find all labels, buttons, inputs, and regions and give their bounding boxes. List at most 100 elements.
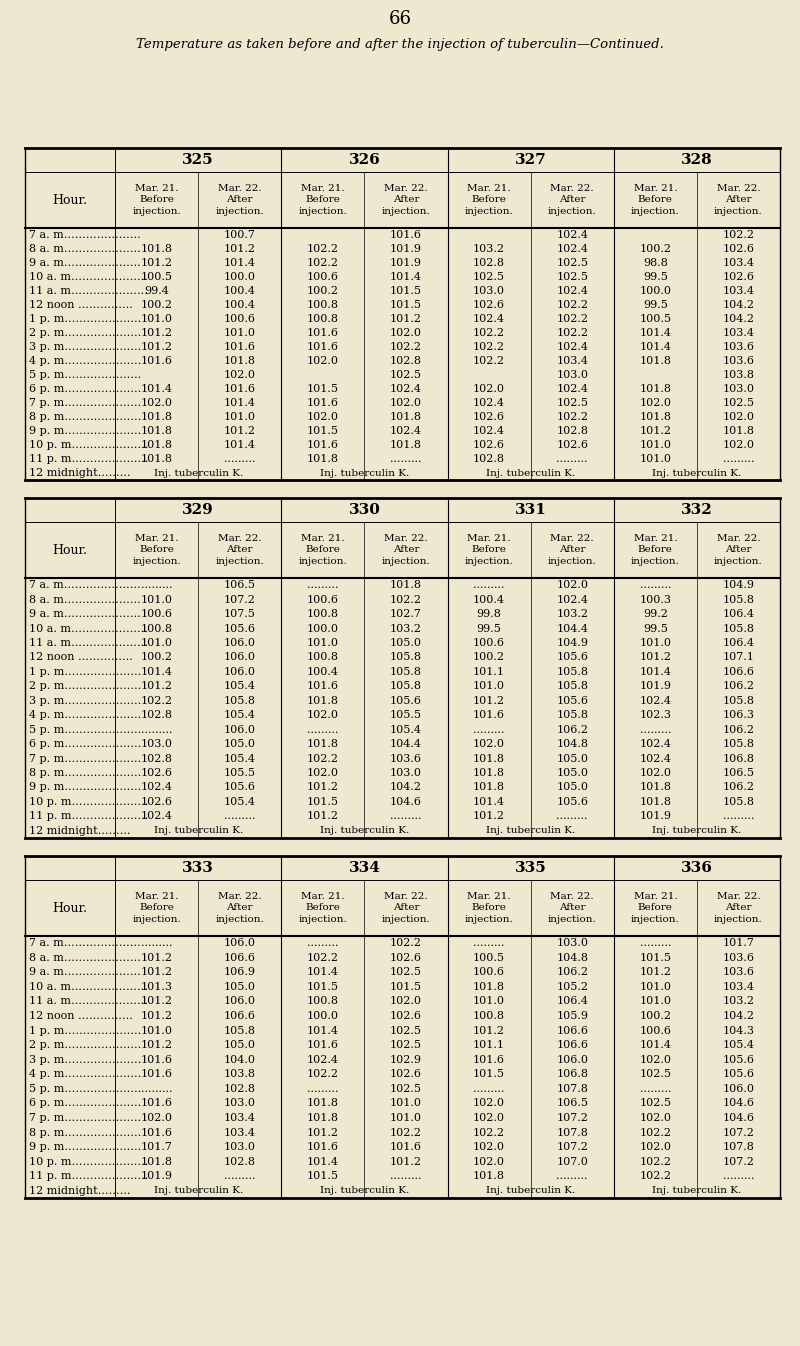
Text: 100.8: 100.8 (307, 996, 339, 1007)
Text: 99.5: 99.5 (643, 623, 668, 634)
Text: 1 p. m…………………: 1 p. m………………… (29, 314, 142, 324)
Text: 12 noon ……………: 12 noon …………… (29, 653, 133, 662)
Text: Mar. 21.
Before
injection.: Mar. 21. Before injection. (132, 534, 181, 567)
Text: 102.0: 102.0 (307, 412, 339, 423)
Text: 101.8: 101.8 (141, 440, 173, 450)
Text: 12 midnight………: 12 midnight……… (29, 468, 130, 478)
Text: 6 p. m…………………: 6 p. m………………… (29, 384, 142, 394)
Text: 107.2: 107.2 (224, 595, 256, 604)
Text: 99.5: 99.5 (643, 272, 668, 283)
Text: 101.4: 101.4 (307, 1156, 339, 1167)
Text: 101.0: 101.0 (390, 1098, 422, 1108)
Text: 102.8: 102.8 (141, 754, 173, 763)
Text: 107.0: 107.0 (556, 1156, 588, 1167)
Text: 102.4: 102.4 (556, 595, 588, 604)
Text: 5 p. m…………………: 5 p. m………………… (29, 370, 142, 380)
Text: 101.2: 101.2 (141, 996, 173, 1007)
Text: Inj. tuberculin K.: Inj. tuberculin K. (652, 826, 742, 836)
Text: 102.0: 102.0 (307, 769, 339, 778)
Text: 102.2: 102.2 (390, 1128, 422, 1137)
Text: 102.2: 102.2 (722, 230, 754, 240)
Text: .........: ......... (639, 1084, 671, 1094)
Text: 101.5: 101.5 (390, 285, 422, 296)
Text: 105.4: 105.4 (224, 681, 256, 692)
Text: 101.8: 101.8 (307, 739, 339, 750)
Text: 101.0: 101.0 (473, 681, 505, 692)
Text: 101.4: 101.4 (639, 666, 671, 677)
Text: Inj. tuberculin K.: Inj. tuberculin K. (652, 468, 742, 478)
Text: Mar. 21.
Before
injection.: Mar. 21. Before injection. (298, 534, 347, 567)
Text: 103.4: 103.4 (224, 1128, 256, 1137)
Text: 102.2: 102.2 (141, 696, 173, 705)
Text: 105.6: 105.6 (722, 1055, 754, 1065)
Text: 102.4: 102.4 (639, 754, 671, 763)
Text: 101.9: 101.9 (390, 258, 422, 268)
Text: 336: 336 (681, 861, 713, 875)
Text: 102.5: 102.5 (390, 1026, 422, 1035)
Text: 105.4: 105.4 (390, 724, 422, 735)
Text: 10 p. m…………………: 10 p. m………………… (29, 1156, 149, 1167)
Text: 100.2: 100.2 (639, 244, 671, 254)
Text: 105.8: 105.8 (556, 666, 588, 677)
Text: 102.8: 102.8 (556, 425, 588, 436)
Text: .........: ......... (390, 454, 422, 464)
Text: 101.6: 101.6 (307, 342, 339, 353)
Text: 12 midnight………: 12 midnight……… (29, 826, 130, 836)
Text: 2 p. m…………………: 2 p. m………………… (29, 328, 142, 338)
Text: 107.8: 107.8 (556, 1128, 588, 1137)
Text: Mar. 22.
After
injection.: Mar. 22. After injection. (215, 183, 264, 217)
Text: Mar. 21.
Before
injection.: Mar. 21. Before injection. (465, 183, 514, 217)
Text: 105.6: 105.6 (556, 653, 588, 662)
Text: 107.2: 107.2 (722, 1128, 754, 1137)
Text: 101.5: 101.5 (307, 1171, 339, 1182)
Text: 101.6: 101.6 (141, 1098, 173, 1108)
Text: 102.2: 102.2 (639, 1128, 671, 1137)
Text: 102.4: 102.4 (307, 1055, 339, 1065)
Text: .........: ......... (639, 580, 671, 591)
Text: 100.6: 100.6 (224, 314, 256, 324)
Text: 8 a. m…………………: 8 a. m………………… (29, 595, 141, 604)
Text: 105.6: 105.6 (556, 797, 588, 806)
Text: 101.2: 101.2 (141, 681, 173, 692)
Text: 101.6: 101.6 (390, 1141, 422, 1152)
Text: 102.0: 102.0 (141, 398, 173, 408)
Text: 101.8: 101.8 (639, 412, 671, 423)
Text: 9 a. m…………………: 9 a. m………………… (29, 610, 141, 619)
Text: 105.4: 105.4 (224, 754, 256, 763)
Text: .........: ......... (722, 812, 754, 821)
Text: 8 a. m…………………: 8 a. m………………… (29, 244, 141, 254)
Text: 102.6: 102.6 (390, 1069, 422, 1079)
Text: 4 p. m…………………: 4 p. m………………… (29, 1069, 142, 1079)
Text: 101.0: 101.0 (141, 638, 173, 647)
Text: 99.2: 99.2 (643, 610, 668, 619)
Text: 101.0: 101.0 (639, 454, 671, 464)
Text: 104.6: 104.6 (722, 1098, 754, 1108)
Text: Hour.: Hour. (53, 194, 87, 206)
Text: 102.5: 102.5 (390, 1084, 422, 1094)
Text: 101.6: 101.6 (307, 440, 339, 450)
Text: 98.8: 98.8 (643, 258, 668, 268)
Text: 101.0: 101.0 (390, 1113, 422, 1123)
Text: Mar. 22.
After
injection.: Mar. 22. After injection. (548, 183, 597, 217)
Text: 330: 330 (349, 503, 380, 517)
Text: 101.6: 101.6 (141, 1128, 173, 1137)
Text: Inj. tuberculin K.: Inj. tuberculin K. (486, 468, 575, 478)
Text: 104.2: 104.2 (390, 782, 422, 793)
Text: 101.0: 101.0 (639, 996, 671, 1007)
Text: 102.0: 102.0 (473, 1098, 505, 1108)
Text: 102.4: 102.4 (556, 342, 588, 353)
Text: 105.8: 105.8 (722, 623, 754, 634)
Text: 101.0: 101.0 (141, 314, 173, 324)
Text: Inj. tuberculin K.: Inj. tuberculin K. (486, 1186, 575, 1195)
Text: 106.4: 106.4 (722, 638, 754, 647)
Text: 101.9: 101.9 (639, 812, 671, 821)
Text: 102.2: 102.2 (556, 412, 588, 423)
Text: 100.6: 100.6 (473, 638, 505, 647)
Text: 9 p. m…………………: 9 p. m………………… (29, 425, 142, 436)
Text: 2 p. m…………………: 2 p. m………………… (29, 681, 142, 692)
Text: 102.0: 102.0 (390, 328, 422, 338)
Text: 102.5: 102.5 (722, 398, 754, 408)
Text: 101.4: 101.4 (473, 797, 505, 806)
Text: 6 p. m…………………: 6 p. m………………… (29, 1098, 142, 1108)
Text: 101.8: 101.8 (473, 983, 505, 992)
